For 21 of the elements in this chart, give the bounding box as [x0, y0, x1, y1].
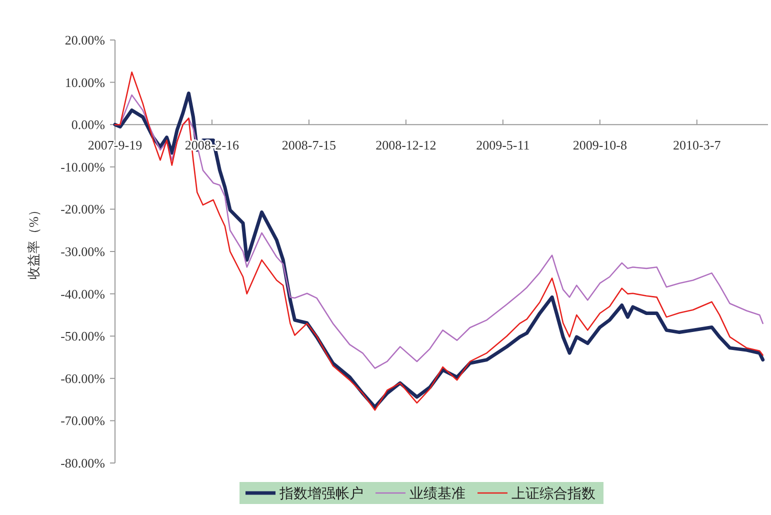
legend-label: 业绩基准 — [410, 486, 466, 502]
y-tick-label: -40.00% — [60, 286, 106, 302]
y-tick-label: -20.00% — [60, 202, 106, 217]
y-tick-label: 0.00% — [71, 117, 106, 132]
x-tick-label: 2007-9-19 — [88, 138, 142, 153]
y-tick-label: -60.00% — [60, 370, 106, 386]
y-tick-label: -30.00% — [60, 244, 106, 259]
x-tick-label: 2009-5-11 — [476, 138, 530, 153]
y-tick-label: -10.00% — [60, 159, 106, 174]
y-tick-label: 10.00% — [64, 74, 106, 90]
x-tick-label: 2009-10-8 — [572, 138, 627, 153]
y-tick-label: 20.00% — [64, 32, 106, 48]
y-axis-title: 收益率（%） — [26, 204, 41, 280]
y-tick-label: -50.00% — [60, 328, 106, 344]
x-tick-label: 2008-12-12 — [376, 138, 436, 153]
legend-label: 指数增强帐户 — [278, 486, 364, 502]
y-tick-label: -70.00% — [60, 413, 106, 428]
x-tick-label: 2008-7-15 — [282, 138, 336, 153]
x-tick-label: 2010-3-7 — [673, 138, 722, 153]
legend-label: 上证综合指数 — [512, 486, 596, 502]
y-tick-label: -80.00% — [60, 456, 106, 470]
